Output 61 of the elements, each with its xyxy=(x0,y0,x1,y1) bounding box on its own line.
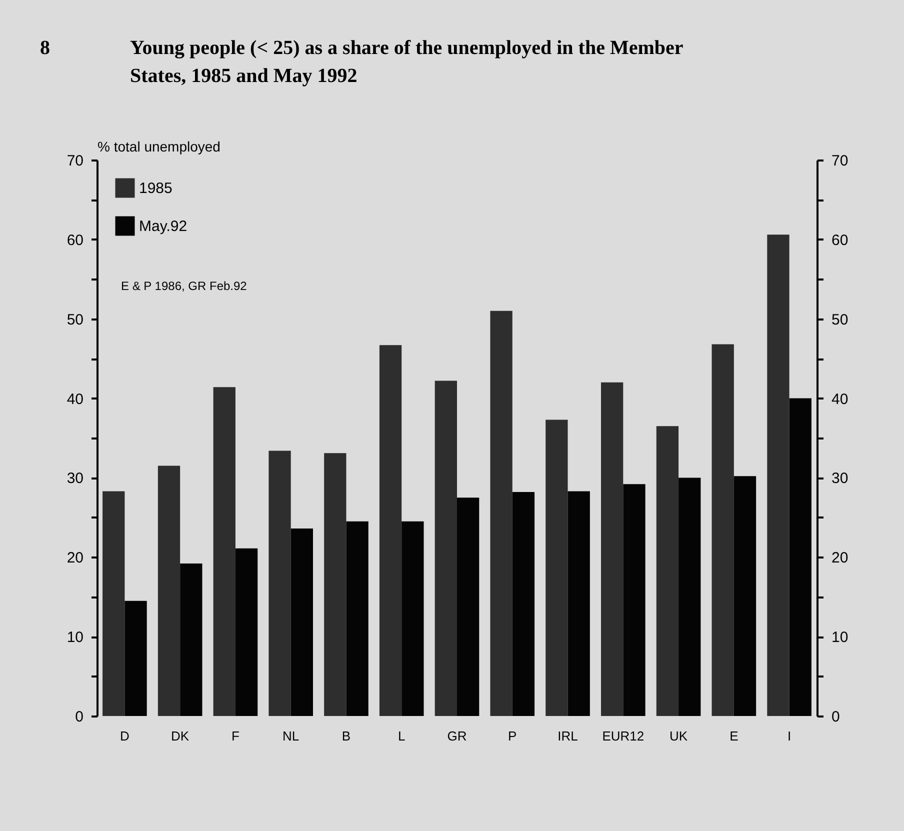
y2-tick-label: 70 xyxy=(832,152,848,170)
y2-tick-label: 40 xyxy=(832,390,848,408)
bar xyxy=(734,476,756,716)
bar xyxy=(158,466,180,716)
y2-tick-label: 10 xyxy=(832,629,848,646)
bar xyxy=(102,491,125,716)
y-tick-label: 60 xyxy=(66,232,84,249)
x-tick-label: P xyxy=(508,728,517,744)
bar xyxy=(235,548,258,716)
y2-tick-label: 20 xyxy=(832,550,848,567)
x-tick-label: IRL xyxy=(558,728,578,744)
y2-tick-label: 60 xyxy=(832,232,848,249)
bar xyxy=(568,491,590,716)
y-axis-title: % total unemployed xyxy=(98,138,220,154)
legend-label: 1985 xyxy=(139,180,172,197)
x-tick-label: DK xyxy=(171,728,190,744)
bar xyxy=(512,492,535,716)
bar xyxy=(601,382,624,716)
x-tick-label: NL xyxy=(282,728,300,744)
bar xyxy=(180,563,202,716)
x-tick-label: L xyxy=(398,728,406,744)
y-tick-label: 40 xyxy=(66,390,84,408)
text: 8 xyxy=(40,37,50,59)
x-tick-label: I xyxy=(787,728,792,744)
y-tick-label: 50 xyxy=(66,311,84,328)
bar xyxy=(290,528,313,716)
x-tick-label: F xyxy=(231,728,240,744)
bar xyxy=(268,450,291,716)
bar xyxy=(402,521,424,716)
bar xyxy=(457,498,480,716)
bar xyxy=(213,387,236,716)
y-tick-label: 0 xyxy=(75,708,84,726)
y2-tick-label: 0 xyxy=(832,708,840,726)
chart-title: Young people (< 25) as a share of the unemployed in the Member States, 1985 and May 1992 xyxy=(130,37,684,87)
bar xyxy=(767,234,790,716)
x-tick-label: E xyxy=(730,728,739,744)
x-tick-label: GR xyxy=(447,728,467,744)
bar xyxy=(678,478,701,716)
bar xyxy=(656,426,679,716)
y-tick-label: 70 xyxy=(66,152,84,170)
bar xyxy=(124,600,147,716)
y-tick-label: 30 xyxy=(66,470,84,488)
y2-tick-label: 50 xyxy=(832,311,848,328)
bar xyxy=(623,484,646,716)
bar xyxy=(379,345,402,716)
legend-label: May.92 xyxy=(139,218,188,235)
bar xyxy=(789,398,812,716)
x-tick-label: B xyxy=(342,728,351,744)
bar xyxy=(490,310,512,716)
x-tick-label: D xyxy=(120,728,130,744)
bar xyxy=(434,380,457,716)
x-tick-label: UK xyxy=(670,728,688,744)
bar xyxy=(546,420,568,716)
bar xyxy=(324,453,346,716)
y-tick-label: 10 xyxy=(66,629,84,646)
bar xyxy=(346,521,368,716)
y2-tick-label: 30 xyxy=(832,470,848,488)
x-tick-label: EUR12 xyxy=(602,728,644,744)
bar xyxy=(712,344,734,716)
annotation: E & P 1986, GR Feb.92 xyxy=(121,279,248,293)
y-tick-label: 20 xyxy=(66,550,84,567)
